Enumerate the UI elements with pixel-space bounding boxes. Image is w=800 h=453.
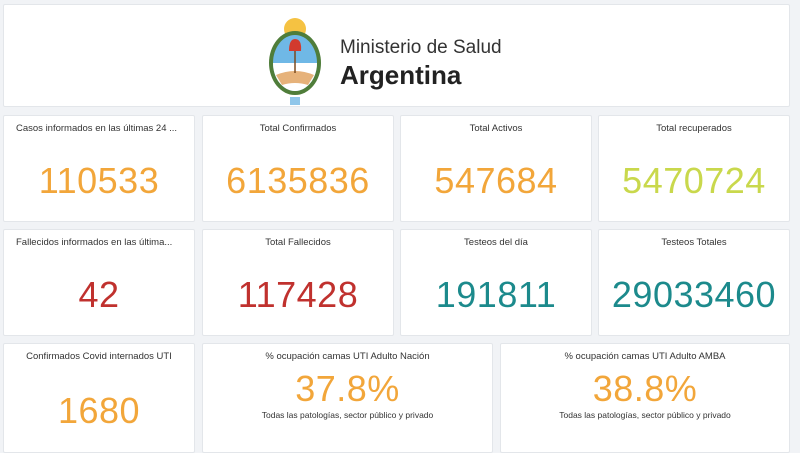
kpi-subtitle: Todas las patologías, sector público y p… (559, 410, 731, 420)
kpi-title: Confirmados Covid internados UTI (26, 351, 172, 362)
kpi-card-deaths-24h: Fallecidos informados en las última... 4… (3, 229, 195, 336)
kpi-subtitle: Todas las patologías, sector público y p… (261, 410, 434, 420)
kpi-title: Casos informados en las últimas 24 ... (16, 123, 178, 134)
ministry-name: Ministerio de Salud (340, 37, 502, 58)
kpi-value: 191811 (435, 274, 557, 315)
kpi-title: Total recuperados (656, 123, 732, 134)
kpi-card-total-active: Total Activos 547684 (400, 115, 592, 222)
kpi-card-total-deaths: Total Fallecidos 117428 (202, 229, 394, 336)
kpi-value: 37.8% (295, 368, 400, 409)
kpi-card-icu-occupancy-nation: % ocupación camas UTI Adulto Nación 37.8… (202, 343, 493, 453)
header-banner: Ministerio de Salud Argentina (3, 4, 790, 107)
argentina-coat-of-arms-logo (269, 18, 321, 105)
kpi-card-total-recovered: Total recuperados 5470724 (598, 115, 790, 222)
kpi-card-icu-covid: Confirmados Covid internados UTI 1680 (3, 343, 195, 453)
kpi-value: 38.8% (592, 368, 698, 409)
kpi-title: Fallecidos informados en las última... (16, 237, 173, 248)
kpi-value: 5470724 (622, 160, 766, 201)
kpi-card-icu-occupancy-amba: % ocupación camas UTI Adulto AMBA 38.8% … (500, 343, 790, 453)
kpi-title: Total Confirmados (259, 123, 337, 134)
kpi-title: Total Fallecidos (265, 237, 331, 248)
kpi-value: 29033460 (611, 274, 777, 315)
kpi-card-cases-24h: Casos informados en las últimas 24 ... 1… (3, 115, 195, 222)
kpi-title: % ocupación camas UTI Adulto AMBA (564, 351, 726, 362)
kpi-title: Total Activos (469, 123, 523, 134)
kpi-value: 1680 (57, 390, 141, 431)
kpi-title: Testeos Totales (661, 237, 727, 248)
kpi-title: % ocupación camas UTI Adulto Nación (265, 351, 430, 362)
kpi-title: Testeos del día (464, 237, 528, 248)
country-name: Argentina (340, 60, 462, 90)
kpi-value: 42 (78, 274, 120, 315)
kpi-value: 547684 (434, 160, 558, 201)
kpi-card-total-confirmed: Total Confirmados 6135836 (202, 115, 394, 222)
kpi-value: 117428 (237, 274, 359, 315)
kpi-card-total-tests: Testeos Totales 29033460 (598, 229, 790, 336)
kpi-value: 110533 (38, 160, 160, 201)
kpi-card-tests-today: Testeos del día 191811 (400, 229, 592, 336)
kpi-value: 6135836 (226, 160, 370, 201)
